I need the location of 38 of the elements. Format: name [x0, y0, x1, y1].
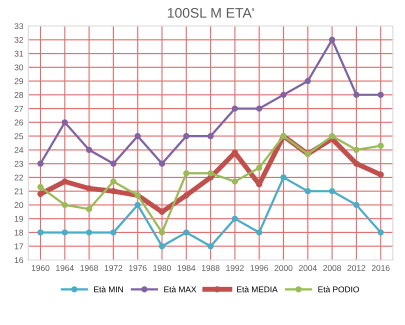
chart-title: 100SL M ETA' [168, 8, 254, 18]
y-tick-label: 29 [14, 78, 24, 84]
x-tick-label: 1968 [80, 265, 98, 271]
x-tick-label: 1988 [202, 265, 220, 271]
y-tick-label: 28 [14, 92, 24, 98]
legend-label: Età MIN [94, 286, 123, 292]
y-tick-label: 25 [14, 133, 24, 140]
y-tick-label: 31 [14, 50, 24, 57]
y-tick-label: 22 [14, 174, 24, 180]
y-tick-label: 23 [14, 160, 24, 167]
x-tick-label: 2012 [348, 265, 366, 271]
x-tick-label: 2004 [298, 265, 317, 271]
y-tick-label: 26 [14, 120, 24, 126]
legend-label: Età MAX [164, 286, 196, 292]
y-tick-label: 27 [14, 106, 24, 112]
y-tick-label: 17 [14, 244, 24, 250]
x-tick-label: 1960 [32, 265, 50, 271]
y-tick-label: 21 [14, 188, 24, 194]
y-tick-label: 19 [14, 216, 24, 222]
y-tick-label: 32 [14, 36, 24, 43]
y-tick-label: 18 [14, 230, 24, 236]
y-tick-label: 16 [14, 257, 24, 264]
x-tick-label: 2008 [323, 265, 342, 271]
x-tick-label: 2000 [274, 265, 292, 271]
y-tick-label: 20 [14, 202, 24, 208]
x-tick-label: 1964 [56, 265, 74, 271]
x-tick-label: 1984 [178, 265, 196, 271]
legend-label: Età PODIO [318, 286, 359, 292]
legend-label: Età MEDIA [237, 286, 278, 292]
x-tick-label: 1972 [104, 265, 122, 271]
y-tick-label: 24 [14, 147, 24, 153]
x-tick-label: 1996 [250, 265, 268, 271]
x-tick-label: 2016 [372, 265, 390, 271]
x-tick-label: 1976 [129, 265, 147, 271]
x-tick-label: 1980 [153, 265, 171, 271]
x-tick-label: 1992 [226, 265, 244, 271]
y-tick-label: 33 [14, 23, 24, 30]
y-tick-label: 30 [14, 64, 24, 70]
